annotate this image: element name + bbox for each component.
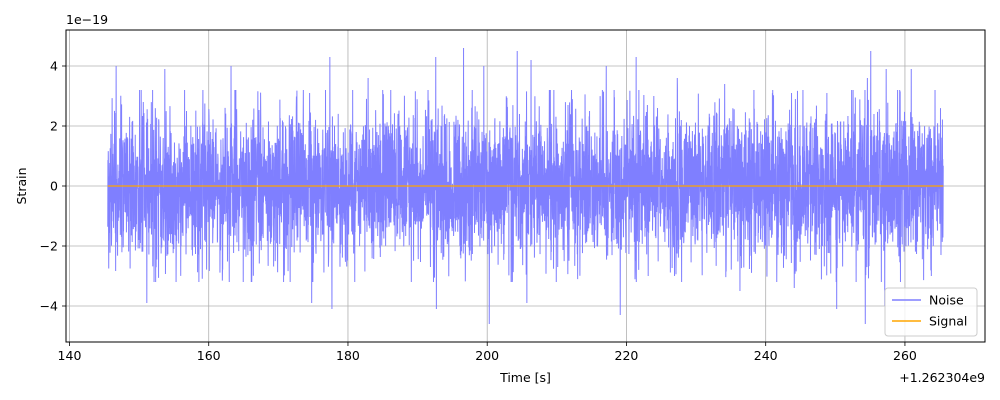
y-tick-label: 0 xyxy=(50,179,58,194)
x-axis-offset-text: +1.262304e9 xyxy=(899,370,985,385)
x-tick-label: 260 xyxy=(893,348,917,363)
y-tick-label: 4 xyxy=(50,59,58,74)
legend-signal-label: Signal xyxy=(929,314,967,329)
y-axis-ticks: −4 −2 0 2 4 xyxy=(40,59,66,314)
legend-noise-label: Noise xyxy=(929,293,964,308)
x-axis-label: Time [s] xyxy=(499,370,551,385)
y-tick-label: 2 xyxy=(50,119,58,134)
x-axis-ticks: 140 160 180 200 220 240 260 xyxy=(58,342,917,363)
y-axis-scale-text: 1e−19 xyxy=(66,12,108,27)
x-tick-label: 160 xyxy=(197,348,221,363)
x-tick-label: 200 xyxy=(475,348,499,363)
x-tick-label: 220 xyxy=(615,348,639,363)
x-tick-label: 140 xyxy=(58,348,82,363)
x-tick-label: 240 xyxy=(754,348,778,363)
y-axis-label: Strain xyxy=(14,167,29,204)
y-tick-label: −2 xyxy=(40,239,58,254)
legend: Noise Signal xyxy=(884,287,978,337)
y-tick-label: −4 xyxy=(40,299,58,314)
x-tick-label: 180 xyxy=(336,348,360,363)
